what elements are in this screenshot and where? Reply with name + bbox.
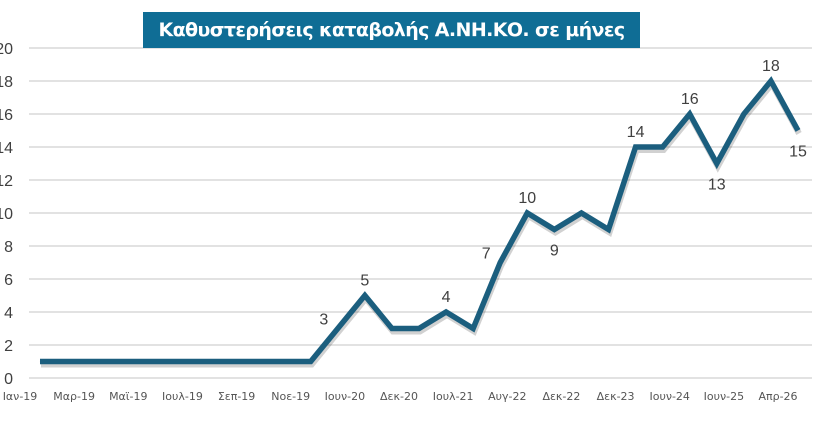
data-label: 3 bbox=[319, 312, 328, 329]
y-tick-label: 14 bbox=[0, 140, 13, 157]
x-tick-label: Νοε-19 bbox=[271, 390, 310, 403]
x-tick-label: Δεκ-20 bbox=[380, 390, 418, 403]
y-tick-label: 16 bbox=[0, 107, 13, 124]
series-line-shadow bbox=[41, 78, 802, 368]
y-tick-label: 8 bbox=[4, 239, 13, 256]
x-tick-label: Ιουν-24 bbox=[649, 390, 689, 403]
x-tick-label: Αυγ-22 bbox=[488, 390, 526, 403]
data-label: 10 bbox=[518, 190, 536, 207]
y-tick-label: 4 bbox=[4, 305, 13, 322]
y-tick-label: 2 bbox=[4, 338, 13, 355]
y-tick-label: 10 bbox=[0, 206, 13, 223]
x-tick-label: Μαρ-19 bbox=[53, 390, 95, 403]
series-line bbox=[40, 76, 801, 365]
y-tick-label: 18 bbox=[0, 74, 13, 91]
x-tick-label: Σεπ-19 bbox=[218, 390, 256, 403]
data-label: 9 bbox=[550, 243, 559, 260]
x-tick-label: Ιαν-19 bbox=[3, 390, 38, 403]
x-tick-label: Μαϊ-19 bbox=[109, 390, 147, 403]
data-label: 4 bbox=[442, 289, 451, 306]
x-tick-label: Ιουν-20 bbox=[325, 390, 365, 403]
y-tick-label: 20 bbox=[0, 41, 13, 58]
x-tick-label: Δεκ-22 bbox=[542, 390, 580, 403]
x-tick-label: Απρ-26 bbox=[758, 390, 797, 403]
x-tick-label: Ιουν-25 bbox=[704, 390, 744, 403]
data-label: 13 bbox=[708, 177, 726, 194]
y-tick-label: 12 bbox=[0, 173, 13, 190]
x-tick-label: Ιουλ-21 bbox=[433, 390, 474, 403]
data-label: 7 bbox=[482, 246, 491, 263]
data-label: 15 bbox=[789, 144, 807, 161]
y-tick-label: 0 bbox=[4, 371, 13, 388]
x-tick-label: Δεκ-23 bbox=[597, 390, 635, 403]
data-label: 18 bbox=[762, 58, 780, 75]
data-label: 16 bbox=[681, 91, 699, 108]
y-tick-label: 6 bbox=[4, 272, 13, 289]
x-tick-label: Ιουλ-19 bbox=[162, 390, 203, 403]
data-label: 14 bbox=[627, 124, 645, 141]
chart-title: Καθυστερήσεις καταβολής Α.ΝΗ.ΚΟ. σε μήνε… bbox=[143, 12, 640, 48]
data-label: 5 bbox=[360, 273, 369, 290]
